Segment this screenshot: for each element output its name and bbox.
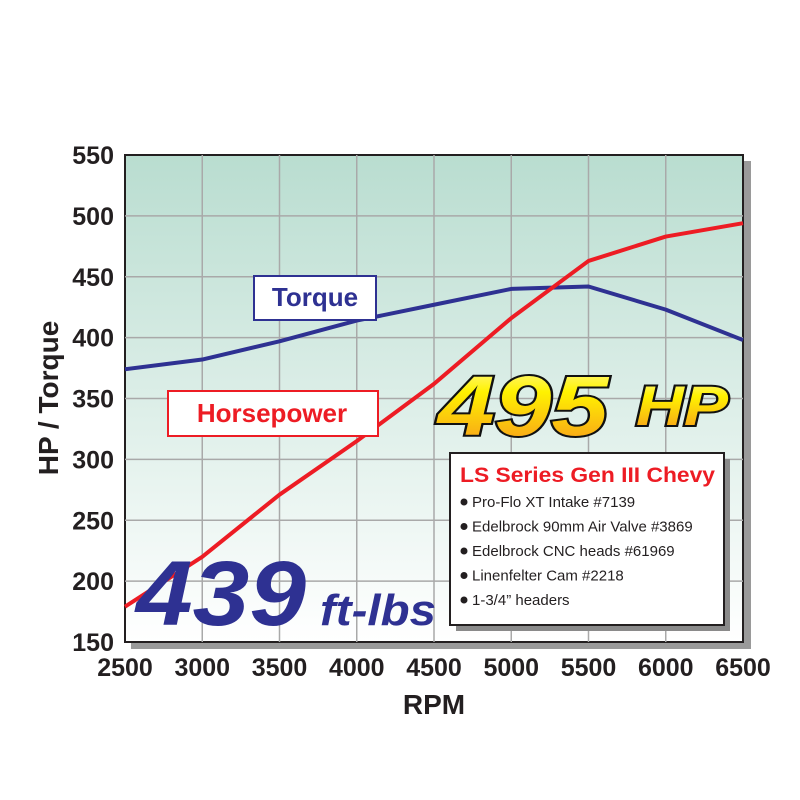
series-line-horsepower bbox=[123, 221, 744, 609]
x-tick-label: 3500 bbox=[252, 654, 308, 682]
y-ticks: 150 200 250 300 350 400 450 500 550 bbox=[72, 142, 114, 657]
bullet-icon bbox=[460, 547, 468, 555]
spec-item: Edelbrock 90mm Air Valve #3869 bbox=[472, 519, 693, 536]
torque-legend-label: Torque bbox=[253, 275, 377, 321]
x-ticks: 2500 3000 3500 4000 4500 5000 5500 6000 6500 bbox=[97, 654, 771, 682]
bullet-icon bbox=[460, 596, 468, 604]
bullet-icon bbox=[460, 572, 468, 579]
svg-text:Horsepower: Horsepower bbox=[197, 398, 347, 428]
y-tick-label: 400 bbox=[72, 325, 114, 353]
y-tick-label: 150 bbox=[72, 629, 114, 657]
y-tick-label: 350 bbox=[72, 386, 114, 414]
y-tick-label: 250 bbox=[72, 507, 114, 535]
bullet-icon bbox=[460, 523, 468, 530]
spec-item: Pro-Flo XT Intake #7139 bbox=[472, 494, 635, 511]
y-tick-label: 550 bbox=[72, 142, 114, 170]
hp-peak-callout: 495 HP bbox=[434, 357, 731, 455]
y-axis-label: HP / Torque bbox=[33, 321, 64, 476]
series-lines bbox=[123, 221, 744, 609]
x-tick-label: 5500 bbox=[561, 654, 617, 682]
x-tick-label: 6000 bbox=[638, 654, 694, 682]
y-tick-label: 450 bbox=[72, 264, 114, 292]
y-tick-label: 300 bbox=[72, 446, 114, 474]
y-tick-label: 500 bbox=[72, 203, 114, 231]
horsepower-legend-label: Horsepower bbox=[167, 390, 379, 437]
spec-title: LS Series Gen III Chevy bbox=[460, 464, 715, 487]
spec-item: Edelbrock CNC heads #61969 bbox=[472, 543, 675, 560]
svg-text:Torque: Torque bbox=[272, 282, 358, 312]
x-tick-label: 4500 bbox=[406, 654, 462, 682]
torque-peak-callout: 439 ft-lbs bbox=[134, 543, 436, 645]
spec-box: LS Series Gen III Chevy Pro-Flo XT Intak… bbox=[449, 452, 730, 631]
x-axis-label: RPM bbox=[403, 689, 465, 720]
x-tick-label: 3000 bbox=[174, 654, 230, 682]
x-tick-label: 5000 bbox=[483, 654, 539, 682]
spec-item: Linenfelter Cam #2218 bbox=[472, 568, 624, 585]
series-line-torque bbox=[124, 284, 744, 372]
y-tick-label: 200 bbox=[72, 568, 114, 596]
svg-text:495: 495 bbox=[436, 359, 610, 453]
svg-text:ft-lbs: ft-lbs bbox=[320, 586, 436, 635]
x-tick-label: 6500 bbox=[715, 654, 771, 682]
svg-text:439: 439 bbox=[134, 543, 306, 645]
bullet-icon bbox=[460, 498, 468, 506]
x-tick-label: 4000 bbox=[329, 654, 385, 682]
x-tick-label: 2500 bbox=[97, 654, 153, 682]
svg-text:HP: HP bbox=[636, 374, 729, 437]
spec-item: 1-3/4” headers bbox=[472, 592, 570, 609]
